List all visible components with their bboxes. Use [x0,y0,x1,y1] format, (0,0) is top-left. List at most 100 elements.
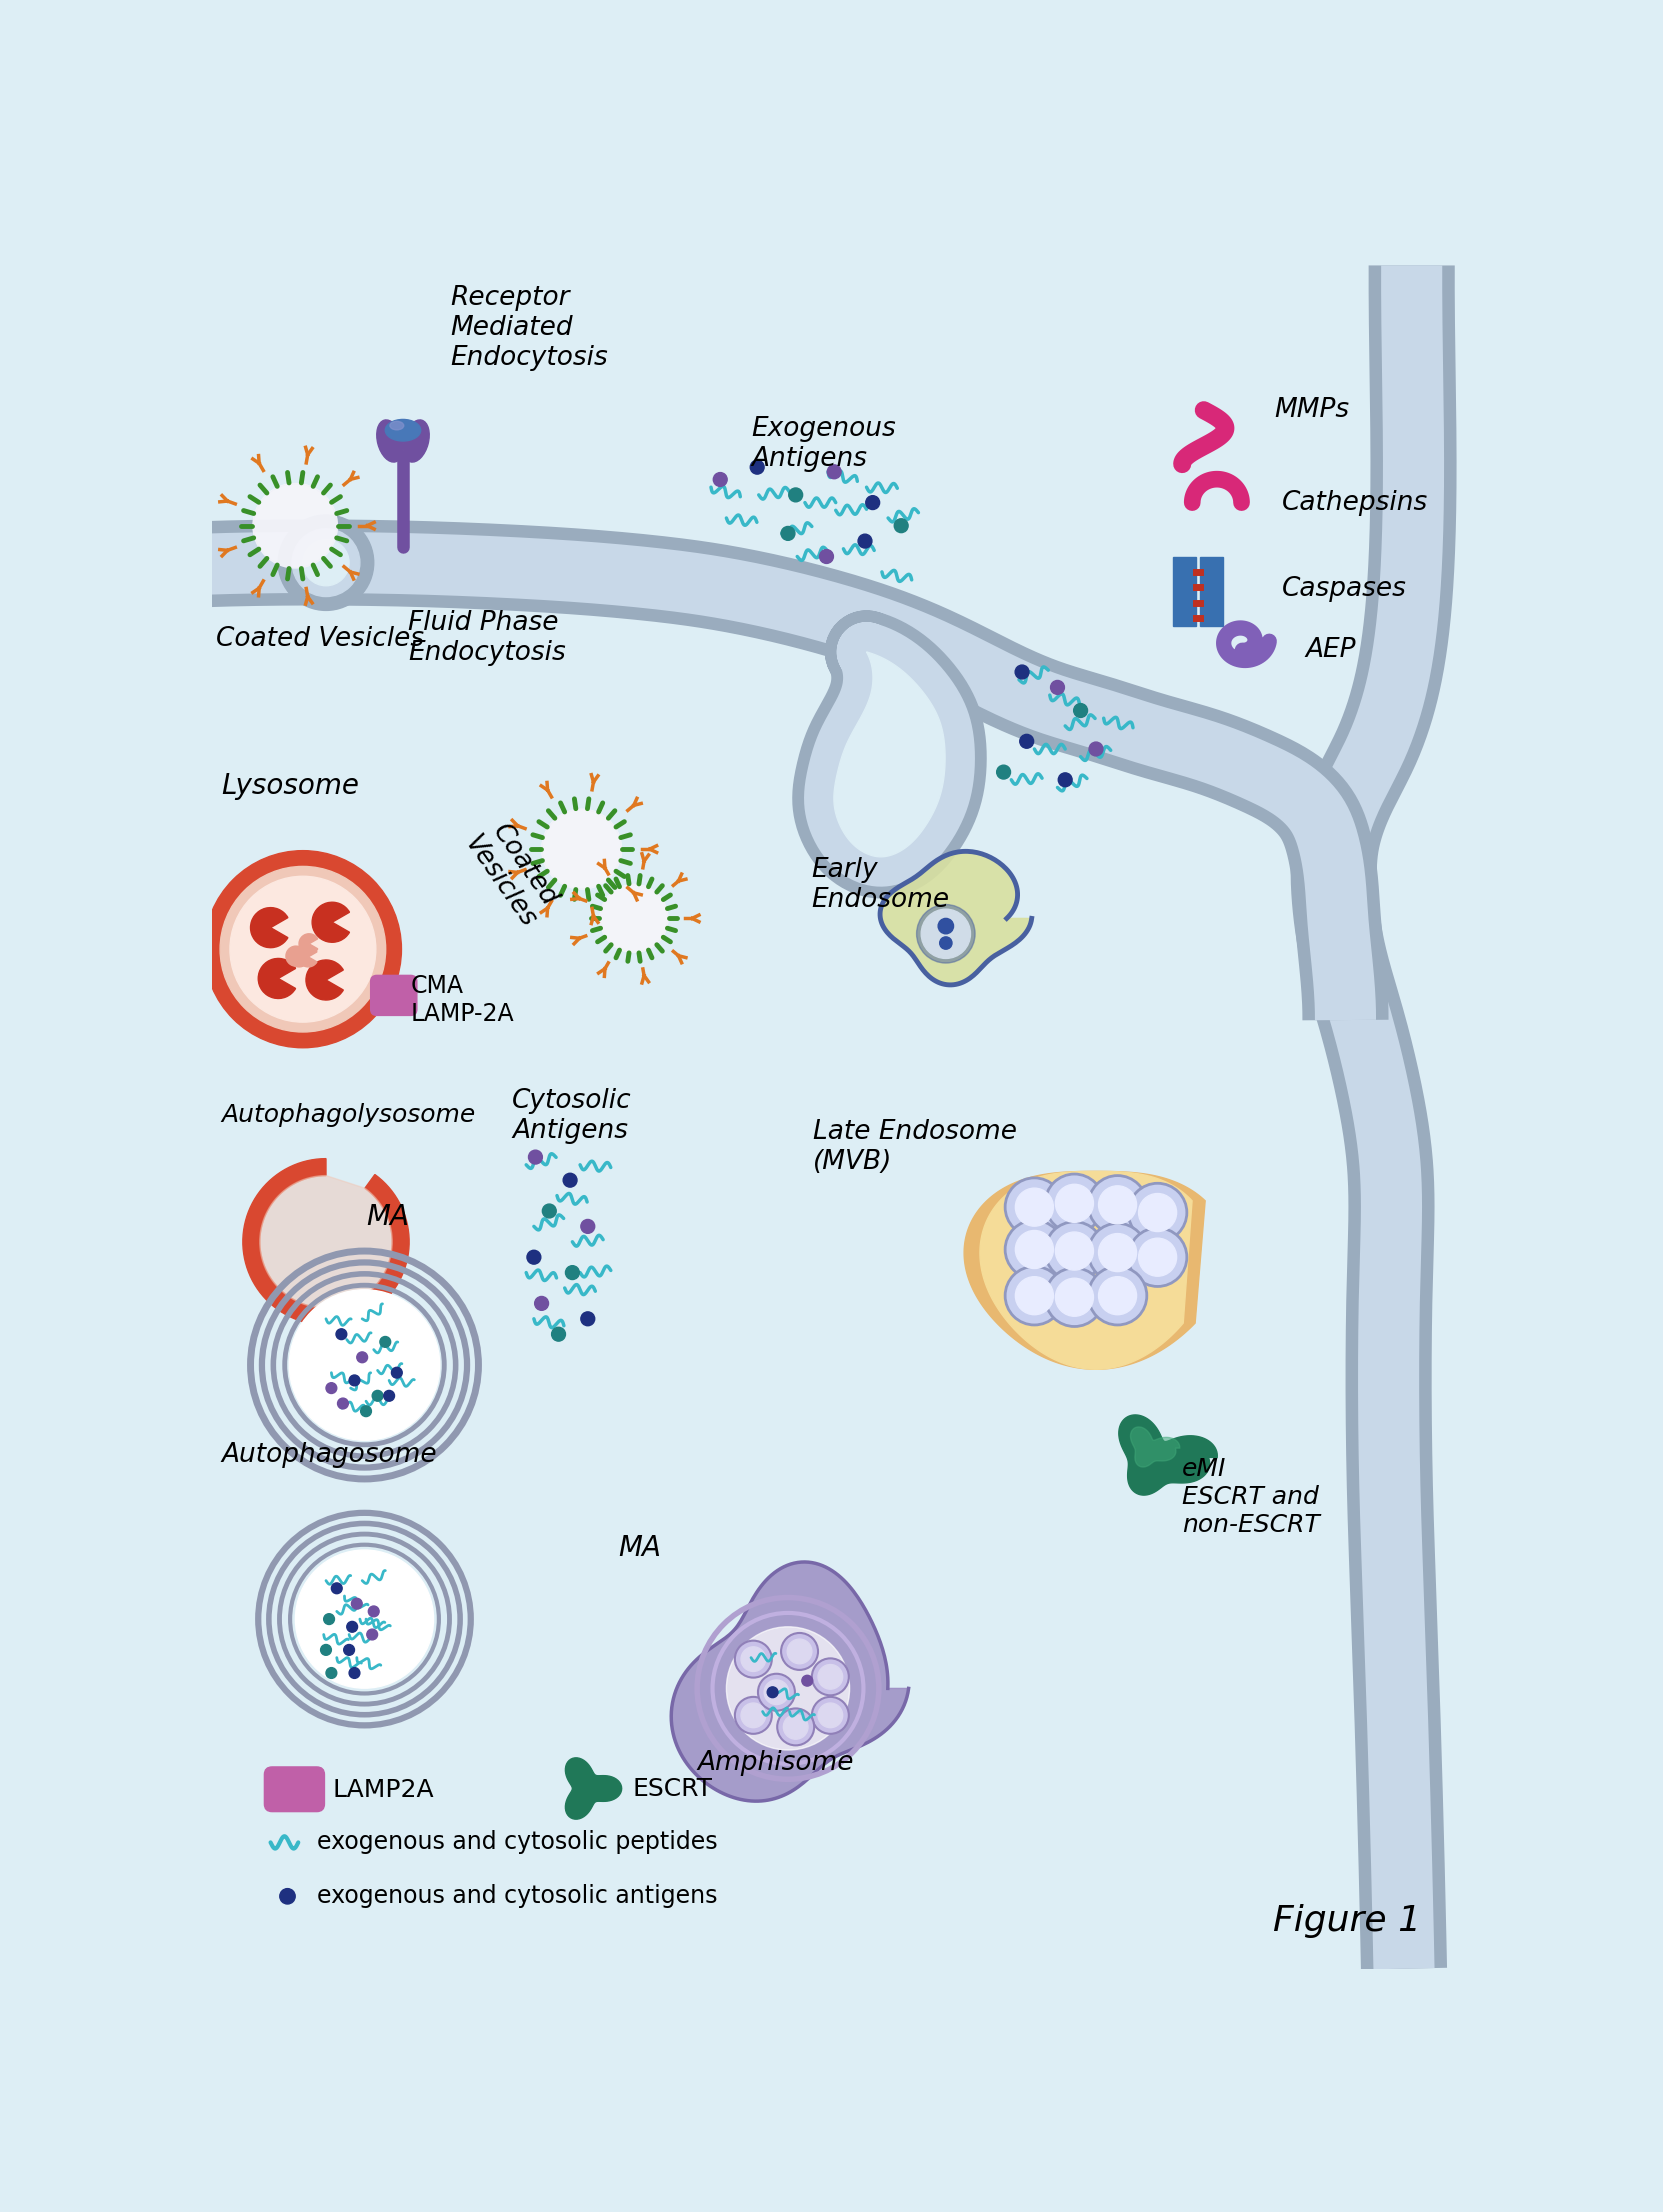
Circle shape [344,1644,354,1655]
Circle shape [1044,1267,1104,1327]
Circle shape [1099,1276,1136,1314]
Circle shape [535,1296,549,1310]
Ellipse shape [389,420,404,429]
Text: Amphisome: Amphisome [697,1750,853,1776]
Circle shape [938,918,953,933]
Circle shape [527,1250,540,1263]
Circle shape [1056,1279,1094,1316]
Circle shape [787,1639,812,1663]
Circle shape [564,1172,577,1188]
Circle shape [580,1219,595,1234]
Circle shape [331,1584,343,1593]
Circle shape [253,484,338,568]
Text: Coated Vesicles: Coated Vesicles [216,626,424,653]
Circle shape [713,473,727,487]
Polygon shape [833,653,945,856]
Circle shape [1074,703,1088,717]
Circle shape [742,1703,765,1728]
Circle shape [565,1265,579,1279]
Text: MA: MA [619,1535,662,1562]
Circle shape [758,1674,795,1710]
FancyBboxPatch shape [264,1767,324,1812]
Wedge shape [298,947,318,967]
Circle shape [1004,1179,1064,1237]
Circle shape [542,810,622,889]
Polygon shape [259,1175,392,1307]
Bar [1201,557,1222,626]
Text: Late Endosome
(MVB): Late Endosome (MVB) [813,1119,1016,1175]
Text: MMPs: MMPs [1274,398,1350,422]
Polygon shape [980,1172,1192,1369]
Circle shape [1088,1223,1147,1281]
Text: CMA
LAMP-2A: CMA LAMP-2A [411,973,514,1026]
Circle shape [379,1336,391,1347]
Text: Cathepsins: Cathepsins [1282,489,1429,515]
Circle shape [1051,681,1064,695]
Polygon shape [565,1759,622,1818]
Circle shape [782,1632,818,1670]
Circle shape [279,1889,296,1905]
Text: Cytosolic
Antigens: Cytosolic Antigens [512,1088,632,1144]
Circle shape [996,765,1011,779]
Circle shape [1139,1239,1177,1276]
Polygon shape [965,1172,1206,1369]
Circle shape [289,1290,439,1440]
Circle shape [866,495,880,509]
Circle shape [742,1646,765,1672]
Circle shape [529,1150,542,1164]
Circle shape [1128,1183,1187,1241]
Circle shape [580,1312,595,1325]
Circle shape [783,1714,808,1739]
Circle shape [552,1327,565,1340]
Circle shape [788,489,803,502]
Wedge shape [313,902,349,942]
Polygon shape [1119,1416,1217,1495]
Polygon shape [880,852,1031,984]
Circle shape [324,1615,334,1624]
Circle shape [368,1628,378,1639]
Circle shape [1016,1276,1053,1314]
Text: Fluid Phase
Endocytosis: Fluid Phase Endocytosis [409,611,565,666]
Circle shape [1058,772,1073,787]
Circle shape [600,885,669,953]
Circle shape [895,520,908,533]
Circle shape [735,1641,772,1677]
Wedge shape [289,947,308,967]
Text: eMI
ESCRT and
non-ESCRT: eMI ESCRT and non-ESCRT [1182,1458,1320,1537]
Bar [1172,557,1196,626]
Circle shape [336,1329,348,1340]
Circle shape [220,867,386,1033]
Text: Figure 1: Figure 1 [1274,1905,1422,1938]
Circle shape [767,1688,778,1697]
Circle shape [384,1391,394,1400]
Circle shape [1019,734,1034,748]
Circle shape [1014,666,1029,679]
Circle shape [348,1621,358,1632]
Circle shape [358,1352,368,1363]
Circle shape [1088,1267,1147,1325]
Wedge shape [251,907,288,947]
Circle shape [812,1659,848,1694]
Circle shape [812,1697,848,1734]
Text: exogenous and cytosolic antigens: exogenous and cytosolic antigens [316,1885,717,1909]
Circle shape [1004,1267,1064,1325]
Circle shape [542,810,622,889]
Text: MA: MA [366,1203,409,1232]
Text: LAMP2A: LAMP2A [333,1778,434,1803]
Text: Coated
Vesicles: Coated Vesicles [459,814,565,933]
Circle shape [921,909,971,958]
Circle shape [349,1668,359,1679]
FancyBboxPatch shape [371,975,417,1015]
Polygon shape [1131,1427,1179,1467]
Circle shape [1016,1188,1053,1225]
Circle shape [1016,1230,1053,1267]
Circle shape [1044,1175,1104,1232]
Polygon shape [672,1562,908,1801]
Circle shape [735,1697,772,1734]
Circle shape [1004,1221,1064,1279]
Circle shape [940,938,951,949]
Circle shape [326,1668,338,1679]
Circle shape [1088,1175,1147,1234]
Circle shape [205,852,401,1048]
Circle shape [1099,1186,1136,1223]
